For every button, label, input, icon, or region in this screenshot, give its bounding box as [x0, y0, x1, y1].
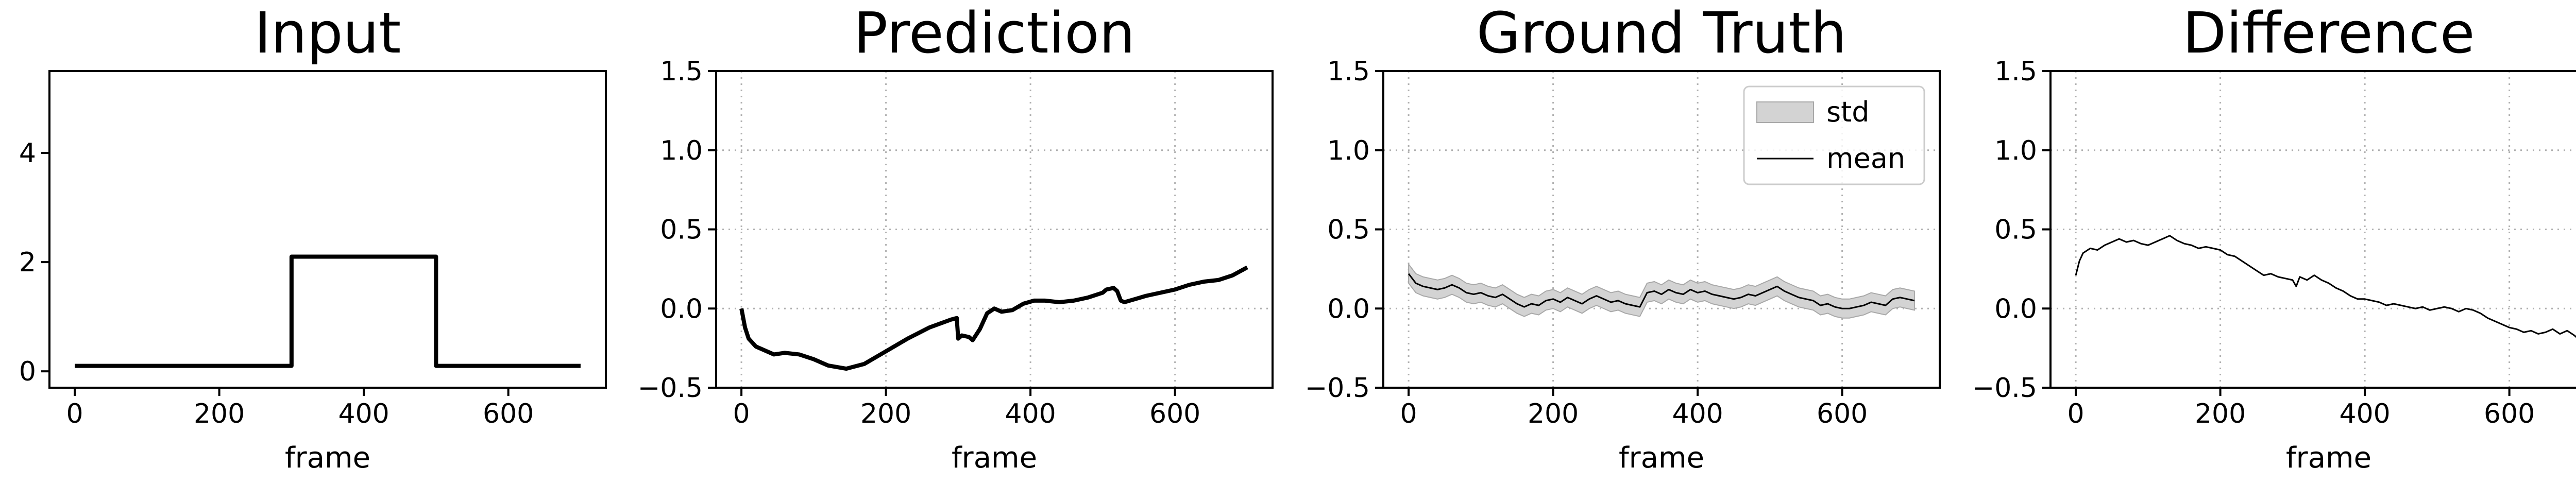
x-axis-label: frame [952, 441, 1037, 475]
chart-title: Difference [2182, 0, 2475, 66]
x-tick-label: 400 [338, 399, 389, 429]
x-tick-label: 600 [2484, 399, 2535, 429]
plot-frame [48, 70, 607, 389]
chart-title: Input [255, 0, 401, 66]
x-tick-label: 400 [1005, 399, 1056, 429]
series-line [1408, 273, 1915, 309]
x-tick-label: 0 [2067, 399, 2084, 429]
x-tick-label: 400 [2339, 399, 2390, 429]
series-line [739, 265, 1248, 371]
x-tick-label: 600 [483, 399, 534, 429]
series-line [75, 254, 581, 368]
x-tick-label: 200 [860, 399, 911, 429]
x-tick-label: 0 [66, 399, 83, 429]
y-tick-label: 1.0 [1327, 135, 1370, 166]
series-line [2075, 235, 2576, 338]
y-tick-label: 1.0 [660, 135, 703, 166]
x-tick-label: 0 [733, 399, 750, 429]
y-tick-label: 0.0 [1994, 293, 2037, 324]
chart-panel-1: 0 200 400 600 0 2 4 Input frame [19, 0, 607, 475]
y-tick-label: 0.5 [660, 215, 703, 246]
y-tick-label: 0.5 [1994, 215, 2037, 246]
chart-panel-3: 0 200 400 600 −0.5 0.0 0.5 1.0 1.5 Ground Truth fr… [1305, 0, 1941, 475]
x-tick-label: 200 [1528, 399, 1579, 429]
std-band [1408, 263, 1915, 319]
y-tick-label: 0.0 [1327, 293, 1370, 324]
legend: std mean [1743, 85, 1925, 185]
x-axis-label: frame [285, 441, 370, 475]
y-tick-label: 0.0 [660, 293, 703, 324]
legend-swatch-std [1756, 101, 1814, 123]
y-tick-label: 4 [19, 138, 36, 169]
legend-label: mean [1826, 142, 1905, 175]
y-tick-label: 1.0 [1994, 135, 2037, 166]
y-tick-label: 1.5 [1327, 56, 1370, 87]
y-tick-label: 0.5 [1327, 215, 1370, 246]
x-tick-label: 400 [1672, 399, 1723, 429]
y-tick-label: 1.5 [660, 56, 703, 87]
x-tick-label: 600 [1817, 399, 1868, 429]
chart-title: Ground Truth [1477, 0, 1846, 66]
x-tick-label: 0 [1400, 399, 1417, 429]
x-axis-label: frame [1619, 441, 1704, 475]
chart-panel-4: 0 200 400 600 −0.5 0.0 0.5 1.0 1.5 Difference fram… [1972, 0, 2576, 475]
x-tick-label: 200 [194, 399, 245, 429]
x-tick-label: 600 [1149, 399, 1200, 429]
y-tick-label: −0.5 [1305, 373, 1370, 404]
chart-panel-2: 0 200 400 600 −0.5 0.0 0.5 1.0 1.5 Prediction fram… [638, 0, 1274, 475]
y-tick-label: 1.5 [1994, 56, 2037, 87]
y-tick-label: −0.5 [638, 373, 703, 404]
y-tick-label: −0.5 [1972, 373, 2037, 404]
y-tick-label: 0 [19, 356, 36, 387]
legend-label: std [1826, 96, 1870, 128]
x-axis-label: frame [2286, 441, 2371, 475]
chart-title: Prediction [854, 0, 1135, 66]
x-tick-label: 200 [2195, 399, 2246, 429]
y-tick-label: 2 [19, 247, 36, 278]
